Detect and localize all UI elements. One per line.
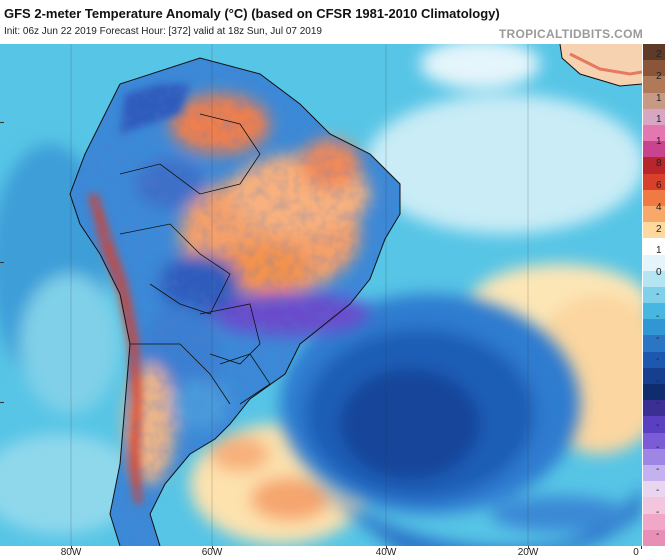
color-scale-cell: [643, 270, 665, 288]
color-scale-cell: [643, 529, 665, 547]
color-scale-label: 6: [656, 179, 662, 191]
color-scale-cell: [643, 205, 665, 223]
africa-coast: [559, 44, 642, 87]
color-scale-label: -: [656, 463, 660, 475]
lat-tick: [0, 262, 4, 263]
color-scale-cell: [643, 335, 665, 353]
color-scale-cell: [643, 92, 665, 110]
lat-tick: [0, 402, 4, 403]
ocean-pale-areas: [0, 44, 642, 544]
color-scale-cell: [643, 416, 665, 434]
color-scale-cell: [643, 141, 665, 158]
color-scale-cell: [643, 513, 665, 531]
color-scale-label: -: [656, 507, 660, 519]
lat-tick: [0, 122, 4, 123]
color-scale-cell: [643, 76, 665, 94]
color-scale-cell: [643, 108, 665, 126]
color-scale-cell: [643, 351, 665, 369]
color-scale-label: -: [656, 332, 660, 344]
run-info: Init: 06z Jun 22 2019 Forecast Hour: [37…: [4, 26, 322, 37]
color-scale-label: 2: [656, 48, 662, 60]
lon-label-60w: 60W: [201, 547, 223, 558]
color-scale-label: 1: [656, 136, 662, 148]
color-scale-label: -: [656, 354, 660, 366]
lon-tick: [528, 546, 529, 549]
color-scale-label: 4: [656, 201, 662, 213]
color-scale-label: 8: [656, 158, 662, 170]
color-scale-label: 1: [656, 92, 662, 104]
lon-label-40w: 40W: [375, 547, 397, 558]
color-scale-label: -: [656, 376, 660, 388]
color-scale-cell: [643, 222, 665, 239]
color-scale-label: -: [656, 529, 660, 541]
color-scale-label: 1: [656, 114, 662, 126]
anomaly-map: [0, 44, 642, 546]
color-scale-cell: [643, 384, 665, 401]
color-scale-cell: [643, 319, 665, 336]
color-scale-cell: [643, 497, 665, 515]
lon-tick: [386, 546, 387, 549]
color-scale-cell: [643, 173, 665, 191]
color-scale-cell: [643, 254, 665, 272]
color-scale-cell: [643, 44, 665, 61]
lon-tick: [641, 546, 642, 549]
color-scale-cell: [643, 481, 665, 498]
color-scale-label: -: [656, 441, 660, 453]
color-scale-cell: [643, 157, 665, 175]
lon-label-0: 0: [633, 547, 639, 558]
color-scale-label: 1: [656, 245, 662, 257]
color-scale-label: 2: [656, 223, 662, 235]
color-scale: 2 2 1 1 1 8 6 4 2 1 0 - - - - - - - - - - - -: [643, 44, 665, 547]
lon-tick: [71, 546, 72, 549]
color-scale-label: 2: [656, 70, 662, 82]
color-scale-cell: [643, 400, 665, 417]
color-scale-cell: [643, 189, 665, 207]
color-scale-label: -: [656, 398, 660, 410]
color-scale-cell: [643, 432, 665, 450]
color-scale-label: -: [656, 485, 660, 497]
color-scale-label: -: [656, 310, 660, 322]
lon-label-20w: 20W: [517, 547, 539, 558]
color-scale-label: 0: [656, 267, 662, 279]
color-scale-cell: [643, 286, 665, 304]
color-scale-label: -: [656, 289, 660, 300]
color-scale-cell: [643, 367, 665, 385]
color-scale-cell: [643, 465, 665, 482]
coastlines: [69, 57, 401, 546]
color-scale-cell: [643, 303, 665, 320]
map-title: GFS 2-meter Temperature Anomaly (°C) (ba…: [4, 6, 500, 21]
map-canvas: [0, 44, 642, 546]
color-scale-cell: [643, 238, 665, 255]
color-scale-cell: [643, 448, 665, 466]
lon-label-80w: 80W: [60, 547, 82, 558]
color-scale-cell: [643, 124, 665, 142]
brand-watermark[interactable]: TROPICALTIDBITS.COM: [498, 27, 643, 41]
graticule: [70, 44, 529, 546]
cold-anomaly-swirl: [280, 294, 642, 546]
color-scale-label: -: [656, 419, 660, 431]
lon-tick: [212, 546, 213, 549]
color-scale-cell: [643, 60, 665, 77]
